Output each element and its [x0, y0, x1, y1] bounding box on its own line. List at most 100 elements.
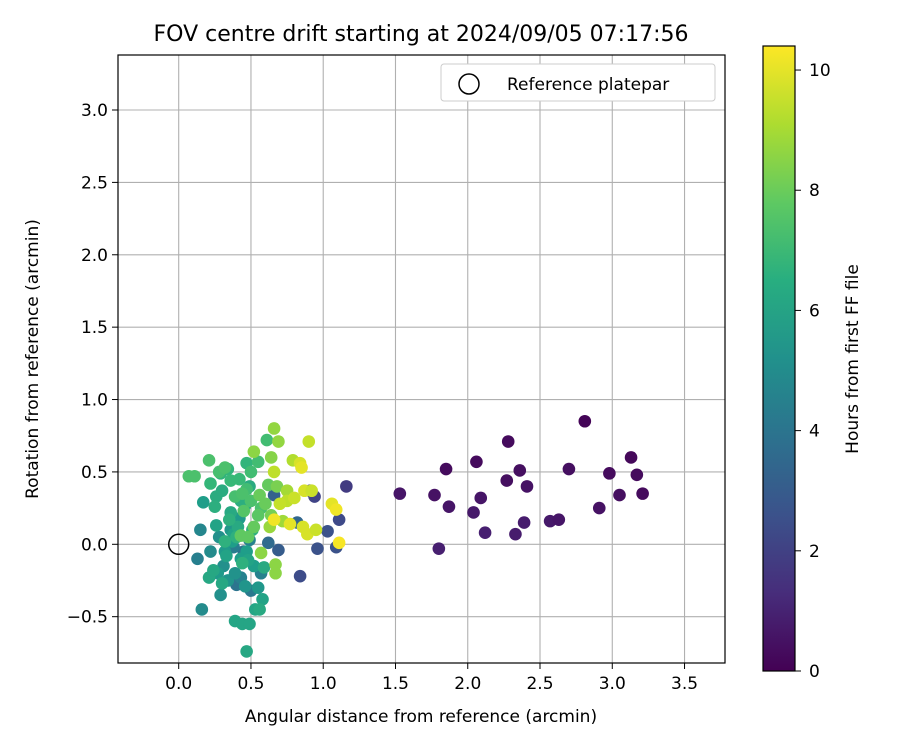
- data-point: [269, 558, 282, 571]
- data-point: [247, 445, 261, 458]
- data-point: [202, 454, 216, 467]
- y-axis-ticks: −0.5 0.0 0.5 1.0 1.5 2.0 2.5 3.0: [67, 101, 118, 628]
- data-points: [182, 414, 649, 658]
- data-point: [305, 484, 318, 498]
- data-point: [260, 433, 274, 447]
- data-point: [332, 513, 346, 526]
- data-point: [296, 520, 310, 534]
- x-tick-label: 0.0: [165, 674, 192, 694]
- data-point: [513, 464, 527, 477]
- data-point: [251, 455, 265, 469]
- y-tick-label: 2.5: [81, 173, 108, 193]
- data-point: [251, 581, 265, 595]
- data-point: [235, 487, 249, 500]
- data-point: [228, 566, 242, 580]
- data-point: [251, 509, 265, 522]
- grid-lines: [118, 55, 725, 663]
- data-point: [302, 435, 316, 448]
- legend-marker-icon: [458, 73, 480, 95]
- data-point: [520, 480, 534, 493]
- y-tick-label: 1.0: [81, 391, 108, 411]
- colorbar-tick-label: 10: [809, 61, 831, 81]
- data-point: [439, 462, 453, 476]
- data-point: [552, 513, 566, 526]
- data-point: [209, 519, 223, 532]
- y-tick-label: 0.5: [81, 463, 108, 483]
- data-point: [204, 477, 217, 490]
- x-tick-label: 1.0: [310, 674, 337, 694]
- data-point: [259, 497, 272, 511]
- data-point: [235, 556, 249, 570]
- data-point: [204, 545, 217, 558]
- x-tick-label: 0.5: [237, 674, 264, 694]
- data-point: [195, 603, 209, 616]
- data-point: [269, 566, 282, 580]
- x-tick-label: 2.0: [454, 674, 481, 694]
- data-point: [191, 552, 204, 566]
- data-point: [562, 462, 576, 476]
- data-point: [267, 422, 281, 435]
- data-point: [309, 523, 323, 537]
- colorbar-tick-label: 6: [809, 301, 820, 321]
- data-point: [215, 577, 229, 590]
- legend-label: Reference platepar: [507, 75, 669, 95]
- data-point: [237, 504, 251, 518]
- data-point: [257, 561, 271, 574]
- data-point: [273, 497, 287, 511]
- data-point: [517, 516, 531, 529]
- plot-frame: [117, 54, 726, 664]
- data-point: [501, 435, 515, 448]
- data-point: [630, 468, 644, 482]
- data-point: [194, 523, 207, 537]
- data-point: [442, 500, 456, 513]
- data-point: [270, 480, 284, 493]
- colorbar-gradient: [762, 45, 796, 672]
- chart-title: FOV centre drift starting at 2024/09/05 …: [154, 22, 689, 47]
- data-point: [500, 474, 514, 487]
- data-point: [624, 451, 638, 464]
- data-point: [636, 487, 649, 500]
- data-point: [218, 461, 232, 474]
- data-point: [478, 526, 492, 540]
- data-point: [272, 435, 285, 448]
- data-point: [220, 549, 233, 563]
- legend: Reference platepar: [440, 63, 716, 102]
- data-point: [238, 579, 252, 593]
- data-point: [188, 469, 201, 483]
- data-point: [267, 513, 281, 526]
- data-point: [264, 451, 278, 464]
- data-point: [329, 503, 343, 516]
- data-point: [332, 536, 346, 550]
- data-point: [592, 501, 606, 515]
- data-point: [467, 506, 480, 519]
- data-point: [253, 603, 266, 616]
- data-point: [222, 513, 236, 526]
- data-point: [240, 645, 253, 658]
- x-tick-label: 3.0: [599, 674, 626, 694]
- legend-box: [440, 63, 716, 102]
- data-point: [321, 524, 334, 538]
- data-point: [293, 569, 307, 583]
- data-point: [207, 564, 220, 577]
- data-point: [267, 465, 281, 479]
- x-axis-ticks: 0.0 0.5 1.0 1.5 2.0 2.5 3.0 3.5: [165, 663, 698, 694]
- data-point: [247, 520, 261, 534]
- data-point: [262, 536, 275, 550]
- data-point: [215, 484, 229, 498]
- y-tick-label: −0.5: [67, 608, 108, 628]
- y-tick-label: 1.5: [81, 318, 108, 338]
- data-point: [196, 496, 210, 509]
- data-point: [428, 488, 441, 502]
- data-point: [233, 472, 246, 486]
- reference-platepar-marker: [167, 533, 190, 556]
- data-point: [254, 546, 268, 560]
- colorbar: 0 2 4 6 8 10 Hours from first FF file: [762, 45, 863, 682]
- data-point: [470, 455, 483, 469]
- x-tick-label: 2.5: [526, 674, 553, 694]
- data-point: [311, 542, 324, 555]
- colorbar-tick-label: 0: [809, 662, 820, 682]
- data-point: [474, 491, 488, 505]
- data-point: [272, 543, 285, 557]
- y-tick-label: 3.0: [81, 101, 108, 121]
